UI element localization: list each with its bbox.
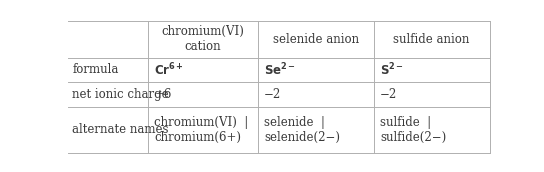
Text: selenide anion: selenide anion (273, 33, 358, 46)
Text: $\mathbf{Se^{2-}}$: $\mathbf{Se^{2-}}$ (264, 62, 296, 78)
Text: formula: formula (72, 63, 119, 77)
Text: −2: −2 (380, 88, 397, 101)
Text: sulfide  |
sulfide(2−): sulfide | sulfide(2−) (380, 116, 446, 144)
Text: net ionic charge: net ionic charge (72, 88, 169, 101)
Text: chromium(VI)
cation: chromium(VI) cation (162, 25, 244, 53)
Text: $\mathbf{Cr^{6+}}$: $\mathbf{Cr^{6+}}$ (154, 62, 184, 78)
Text: selenide  |
selenide(2−): selenide | selenide(2−) (264, 116, 340, 144)
Text: sulfide anion: sulfide anion (393, 33, 470, 46)
Text: +6: +6 (154, 88, 172, 101)
Text: alternate names: alternate names (72, 123, 169, 136)
Text: $\mathbf{S^{2-}}$: $\mathbf{S^{2-}}$ (380, 62, 404, 78)
Text: chromium(VI)  |
chromium(6+): chromium(VI) | chromium(6+) (154, 116, 249, 144)
Text: −2: −2 (264, 88, 281, 101)
